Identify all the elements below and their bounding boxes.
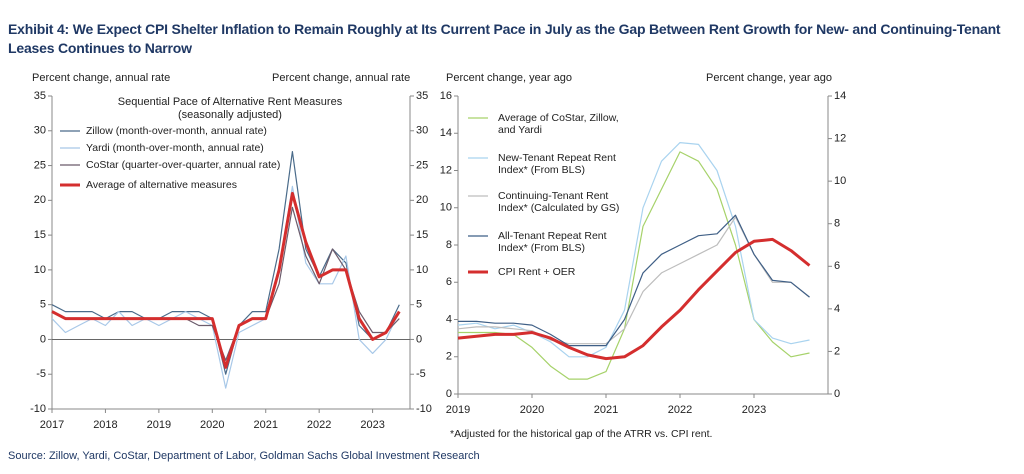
y2-tick-label: 0 — [416, 333, 422, 345]
legend-label: Zillow (month-over-month, annual rate) — [86, 125, 267, 137]
footnote: *Adjusted for the historical gap of the … — [450, 428, 713, 440]
y2-tick-label: 6 — [834, 260, 840, 272]
y2-tick-label: 25 — [416, 159, 428, 171]
y-tick-label: 8 — [446, 239, 452, 251]
legend-label: New-Tenant Repeat Rent Index* (From BLS) — [498, 152, 616, 176]
y-tick-label: 5 — [40, 299, 46, 311]
y-tick-label: -5 — [36, 368, 46, 380]
y2-axis-label: Percent change, annual rate — [272, 72, 410, 84]
legend-title: Sequential Pace of Alternative Rent Meas… — [117, 96, 343, 121]
y2-tick-label: 0 — [834, 388, 840, 400]
series-line — [51, 151, 400, 375]
y-tick-label: 4 — [446, 313, 452, 325]
y2-tick-label: 14 — [834, 90, 846, 102]
y-tick-label: 10 — [440, 202, 452, 214]
x-tick-label: 2021 — [253, 419, 277, 431]
y2-tick-label: 35 — [416, 90, 428, 102]
y2-tick-label: -10 — [416, 403, 432, 415]
y-tick-label: 0 — [40, 333, 46, 345]
series-line — [458, 151, 810, 380]
y-tick-label: 16 — [440, 90, 452, 102]
y2-tick-label: 10 — [416, 264, 428, 276]
x-tick-label: 2022 — [307, 419, 331, 431]
y2-tick-label: 8 — [834, 218, 840, 230]
y-tick-label: 14 — [440, 127, 452, 139]
x-tick-label: 2018 — [93, 419, 117, 431]
x-tick-label: 2020 — [520, 404, 544, 416]
y2-tick-label: 30 — [416, 125, 428, 137]
y-tick-label: 30 — [34, 125, 46, 137]
y-tick-label: 6 — [446, 276, 452, 288]
y-tick-label: 2 — [446, 351, 452, 363]
legend-label: Average of CoStar, Zillow, and Yardi — [498, 112, 619, 136]
legend-label: Continuing-Tenant Rent Index* (Calculate… — [498, 190, 620, 214]
legend-label: Yardi (month-over-month, annual rate) — [86, 142, 264, 154]
y-tick-label: 10 — [34, 264, 46, 276]
x-tick-label: 2021 — [594, 404, 618, 416]
y-axis-label: Percent change, year ago — [446, 72, 572, 84]
y2-tick-label: 5 — [416, 299, 422, 311]
series-line — [51, 185, 400, 389]
y2-axis-label: Percent change, year ago — [706, 72, 832, 84]
y-axis-label: Percent change, annual rate — [32, 72, 170, 84]
legend-label: Average of alternative measures — [86, 179, 237, 191]
source: Source: Zillow, Yardi, CoStar, Departmen… — [8, 450, 480, 462]
x-tick-label: 2023 — [742, 404, 766, 416]
y2-tick-label: 4 — [834, 303, 840, 315]
legend-label: All-Tenant Repeat Rent Index* (From BLS) — [498, 230, 607, 254]
y2-tick-label: 2 — [834, 345, 840, 357]
y2-tick-label: 12 — [834, 132, 846, 144]
series-line — [457, 142, 810, 358]
y-tick-label: 15 — [34, 229, 46, 241]
x-tick-label: 2017 — [40, 419, 64, 431]
y-tick-label: 0 — [446, 388, 452, 400]
series-line — [458, 214, 810, 347]
legend-label: CPI Rent + OER — [498, 266, 576, 278]
series-line — [457, 237, 811, 361]
legend-label: CoStar (quarter-over-quarter, annual rat… — [86, 159, 281, 171]
y2-tick-label: 20 — [416, 194, 428, 206]
x-tick-label: 2020 — [200, 419, 224, 431]
y2-tick-label: 15 — [416, 229, 428, 241]
x-tick-label: 2019 — [446, 404, 470, 416]
x-tick-label: 2022 — [668, 404, 692, 416]
x-tick-label: 2019 — [147, 419, 171, 431]
y-tick-label: 12 — [440, 164, 452, 176]
y-tick-label: 20 — [34, 194, 46, 206]
y2-tick-label: -5 — [416, 368, 426, 380]
y-tick-label: -10 — [30, 403, 46, 415]
x-tick-label: 2023 — [360, 419, 384, 431]
y-tick-label: 25 — [34, 159, 46, 171]
y2-tick-label: 10 — [834, 175, 846, 187]
title: Exhibit 4: We Expect CPI Shelter Inflati… — [8, 21, 1001, 56]
series-line — [51, 206, 400, 361]
y-tick-label: 35 — [34, 90, 46, 102]
series-line — [51, 191, 401, 369]
